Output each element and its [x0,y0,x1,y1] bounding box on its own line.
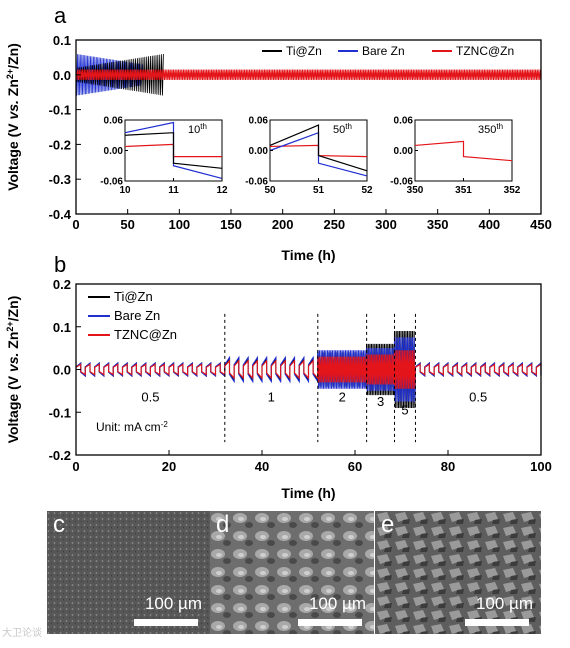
y-tick-label-b-0: 0.2 [53,277,71,292]
y-tick-label-b-2: 0.0 [53,363,71,378]
inset-1-ytick-label-1: 0.00 [249,146,269,157]
watermark: 大卫论谈 [2,628,42,639]
y-tick-label-b-3: -0.1 [49,405,71,420]
x-tick-label-b-0: 0 [72,459,79,474]
inset-2-xtick-label-1: 351 [455,185,472,196]
unit-annotation: Unit: mA cm-2 [96,420,168,435]
x-tick-label-a-6: 300 [375,217,397,232]
scale-bar-e [465,619,529,626]
sem-image-d: d 100 µm [210,511,374,634]
plot-frame-a [75,39,542,215]
chart-a: 0 50 100 150 200 250 300 350 400 450 0.1 0.0 -0.1 -0.… [5,33,552,263]
panel-b-letter: b [54,252,66,277]
segment-label-5: 0.5 [469,390,487,405]
x-tick-label-a-1: 50 [120,217,134,232]
inset-2-ytick-label-0: 0.06 [394,116,414,127]
unit-annotation-sup: -2 [161,420,169,429]
panel-d-letter: d [216,511,230,538]
x-tick-label-a-5: 250 [323,217,345,232]
x-tick-label-b-2: 40 [255,459,269,474]
segment-label-4: 5 [401,402,408,417]
x-tick-label-a-3: 150 [220,217,242,232]
chart-b: 0.5 1 2 3 5 0.5 0 20 40 60 80 100 0.2 0.1 0.0 -0.1 -0.2 T… [5,277,552,501]
x-axis-label-a: Time (h) [281,247,335,263]
x-tick-label-b-5: 100 [530,459,552,474]
y-tick-label-a-5: -0.4 [49,207,72,222]
scale-bar-c [134,619,198,626]
inset-1-xtick-label-0: 50 [264,185,276,196]
inset-2-xtick-label-0: 350 [407,185,424,196]
b-legend-label-1: Bare Zn [114,308,160,323]
inset-1-xtick-label-2: 52 [361,185,373,196]
inset-1-xtick-label-1: 51 [313,185,325,196]
inset-0-cycle-sup: th [200,122,207,131]
inset-2-xtick-label-2: 352 [504,185,521,196]
inset-1-ytick-label-0: 0.06 [249,116,269,127]
panel-c-letter: c [53,511,65,538]
x-tick-label-a-7: 350 [427,217,449,232]
y-tick-label-a-2: -0.1 [49,103,71,118]
y-tick-label-a-3: -0.2 [49,137,71,152]
y-tick-label-b-4: -0.2 [49,448,71,463]
scale-label-e: 100 µm [475,594,533,613]
panel-a-letter: a [54,3,67,28]
b-legend-label-2: TZNC@Zn [114,327,177,342]
segment-label-1: 1 [268,390,275,405]
inset-1-ytick-label-2: -0.06 [245,177,268,188]
x-tick-label-b-4: 80 [441,459,455,474]
inset-2-cycle-sup: th [496,122,503,131]
x-tick-label-a-0: 0 [72,217,79,232]
inset-0-xtick-label-0: 10 [119,185,131,196]
inset-2-ytick-label-2: -0.06 [390,177,413,188]
a-legend-label-1: Bare Zn [362,44,405,58]
a-legend-label-2: TZNC@Zn [456,44,514,58]
a-legend-label-0: Ti@Zn [286,44,322,58]
y-tick-label-a-4: -0.3 [49,172,71,187]
sem-image-c: c 100 µm [47,511,210,634]
segment-label-0: 0.5 [141,390,159,405]
y-axis-label: Voltage (V vs. Zn2+/Zn) [5,296,21,444]
x-tick-label-b-3: 60 [348,459,362,474]
series-b-tznc-zn [75,350,542,389]
inset-2-tznc-trace [414,140,513,162]
series-a-tznc-zn [75,69,542,81]
sem-texture-e [375,511,541,634]
y-tick-label-a-0: 0.1 [53,33,71,48]
x-axis-label-b: Time (h) [281,485,335,501]
scale-bar-d [298,619,362,626]
inset-0-ytick-label-0: 0.06 [104,116,124,127]
y-tick-label-b-1: 0.1 [53,320,71,335]
x-tick-label-a-9: 450 [530,217,552,232]
sem-texture-d [210,511,374,634]
sem-texture-c [47,511,210,634]
inset-0-xtick-label-2: 12 [216,185,228,196]
inset-1-cycle-sup: th [345,122,352,131]
y-tick-label-a-1: 0.0 [53,68,71,83]
x-tick-label-a-8: 400 [478,217,500,232]
x-tick-label-a-4: 200 [272,217,294,232]
sem-image-e: e 100 µm [375,511,541,634]
inset-0-ytick-label-2: -0.06 [100,177,123,188]
inset-0-ti-trace [124,132,223,169]
scale-label-c: 100 µm [144,594,202,613]
x-tick-label-a-2: 100 [168,217,190,232]
panel-e-letter: e [381,511,395,538]
inset-2-ytick-label-1: 0.00 [394,146,414,157]
inset-1-ti-trace [269,124,368,172]
x-tick-label-b-1: 20 [162,459,176,474]
segment-label-2: 2 [339,390,346,405]
y-axis-label: Voltage (V vs. Zn2+/Zn) [5,43,21,191]
scale-label-d: 100 µm [308,594,366,613]
b-legend-label-0: Ti@Zn [114,289,153,304]
inset-0-xtick-label-1: 11 [168,185,179,196]
inset-0-ytick-label-1: 0.00 [104,146,124,157]
segment-label-3: 3 [377,394,384,409]
